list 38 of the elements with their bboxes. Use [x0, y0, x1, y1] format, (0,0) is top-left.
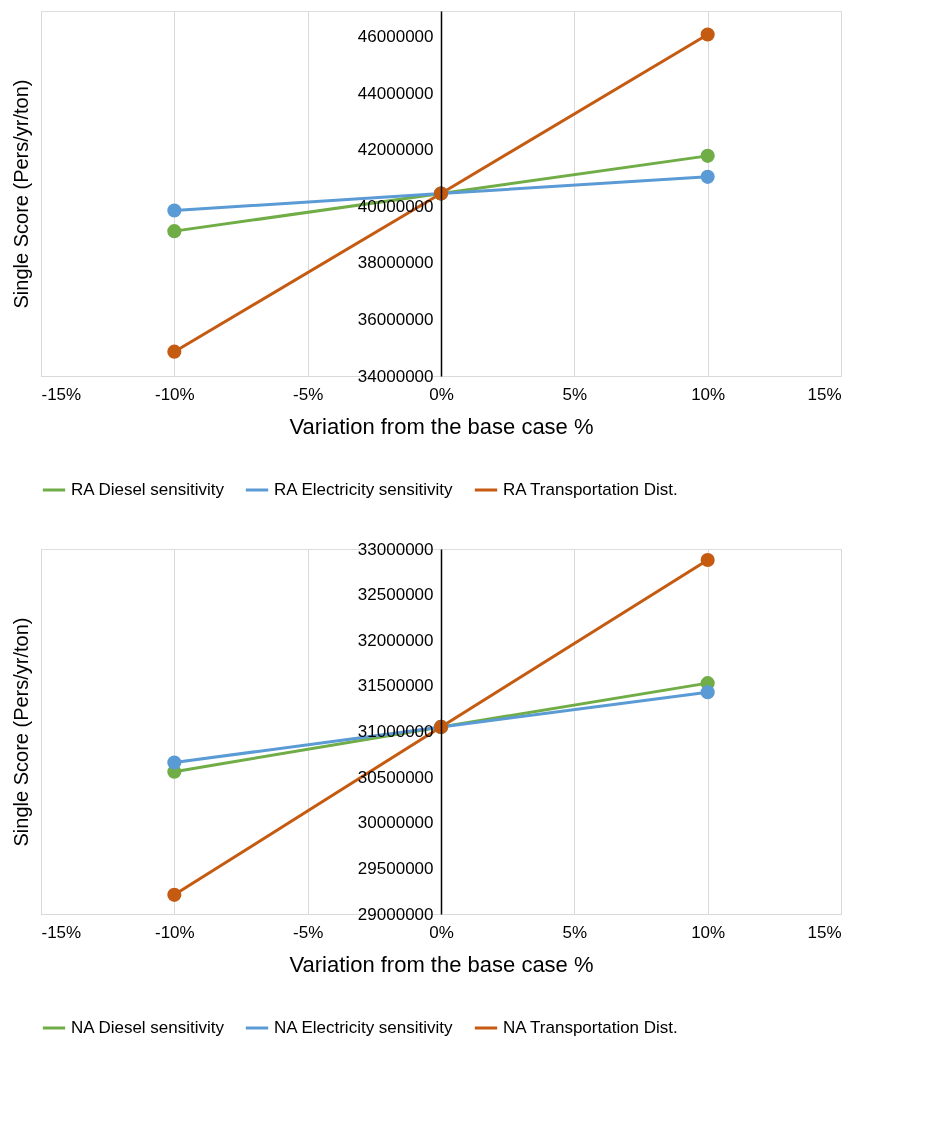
y-axis-title: Single Score (Pers/yr/ton) [9, 617, 32, 847]
y-tick-label: 29500000 [357, 858, 434, 878]
x-tick-label: 15% [807, 922, 842, 942]
y-tick-label: 36000000 [357, 309, 434, 329]
y-tick-label: 30000000 [357, 813, 434, 833]
x-tick-label: 5% [562, 922, 588, 942]
x-axis-title: Variation from the base case % [289, 413, 594, 439]
y-tick-label: 31500000 [357, 676, 434, 696]
y-tick-label: 34000000 [357, 366, 434, 386]
x-tick-label: -15% [41, 922, 82, 942]
x-tick-label: 0% [429, 384, 454, 404]
x-tick-label: 15% [807, 384, 842, 404]
legend-label: NA Transportation Dist. [503, 1018, 678, 1037]
legend-label: NA Electricity sensitivity [274, 1018, 454, 1037]
legend-label: NA Diesel sensitivity [71, 1018, 225, 1037]
y-tick-label: 32500000 [357, 585, 434, 605]
y-axis-title: Single Score (Pers/yr/ton) [9, 79, 32, 309]
x-tick-label: 10% [691, 922, 726, 942]
x-tick-label: 0% [429, 922, 454, 942]
x-tick-label: -15% [41, 384, 82, 404]
legend-label: RA Electricity sensitivity [274, 480, 454, 499]
y-tick-label: 44000000 [357, 83, 434, 103]
x-tick-label: -10% [154, 922, 195, 942]
y-tick-label: 30500000 [357, 767, 434, 787]
x-tick-label: 5% [562, 384, 588, 404]
y-tick-label: 29000000 [357, 904, 434, 924]
x-tick-label: 10% [691, 384, 726, 404]
x-axis-title: Variation from the base case % [289, 951, 594, 977]
legend-label: RA Transportation Dist. [503, 480, 678, 499]
x-tick-label: -5% [293, 922, 324, 942]
y-tick-label: 46000000 [357, 26, 434, 46]
x-tick-label: -5% [293, 384, 324, 404]
y-tick-label: 42000000 [357, 140, 434, 160]
y-tick-label: 38000000 [357, 253, 434, 273]
x-tick-label: -10% [154, 384, 195, 404]
legend-label: RA Diesel sensitivity [71, 480, 225, 499]
y-tick-label: 33000000 [357, 539, 434, 559]
y-tick-label: 32000000 [357, 630, 434, 650]
